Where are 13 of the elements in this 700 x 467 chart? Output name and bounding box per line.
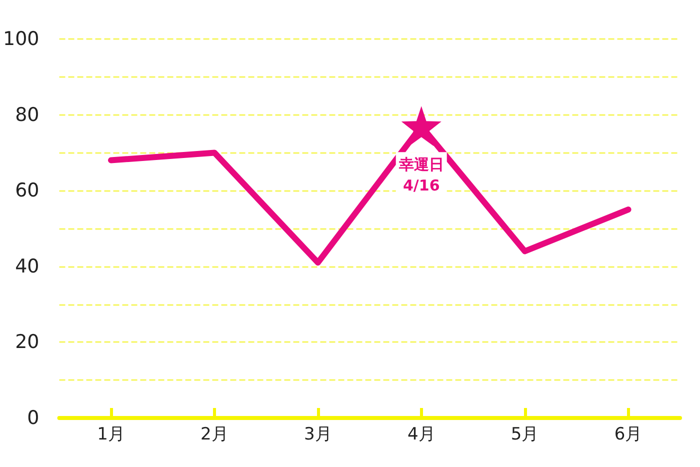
y-tick-label: 40 [15, 255, 40, 278]
x-tick-label: 5月 [510, 424, 539, 444]
y-tick-label: 20 [15, 331, 40, 354]
annotation: 幸運日 4/16 [398, 156, 444, 195]
y-tick-label: 60 [15, 180, 40, 202]
x-tick-label: 3月 [304, 424, 332, 444]
y-tick-label: 80 [15, 104, 40, 126]
x-tick-label: 1月 [97, 424, 125, 444]
x-tick-label: 6月 [614, 424, 642, 444]
y-tick-label: 0 [27, 407, 40, 429]
y-tick-label: 100 [3, 28, 40, 50]
x-tick-label: 2月 [200, 424, 228, 444]
x-tick-label: 4月 [407, 424, 436, 444]
